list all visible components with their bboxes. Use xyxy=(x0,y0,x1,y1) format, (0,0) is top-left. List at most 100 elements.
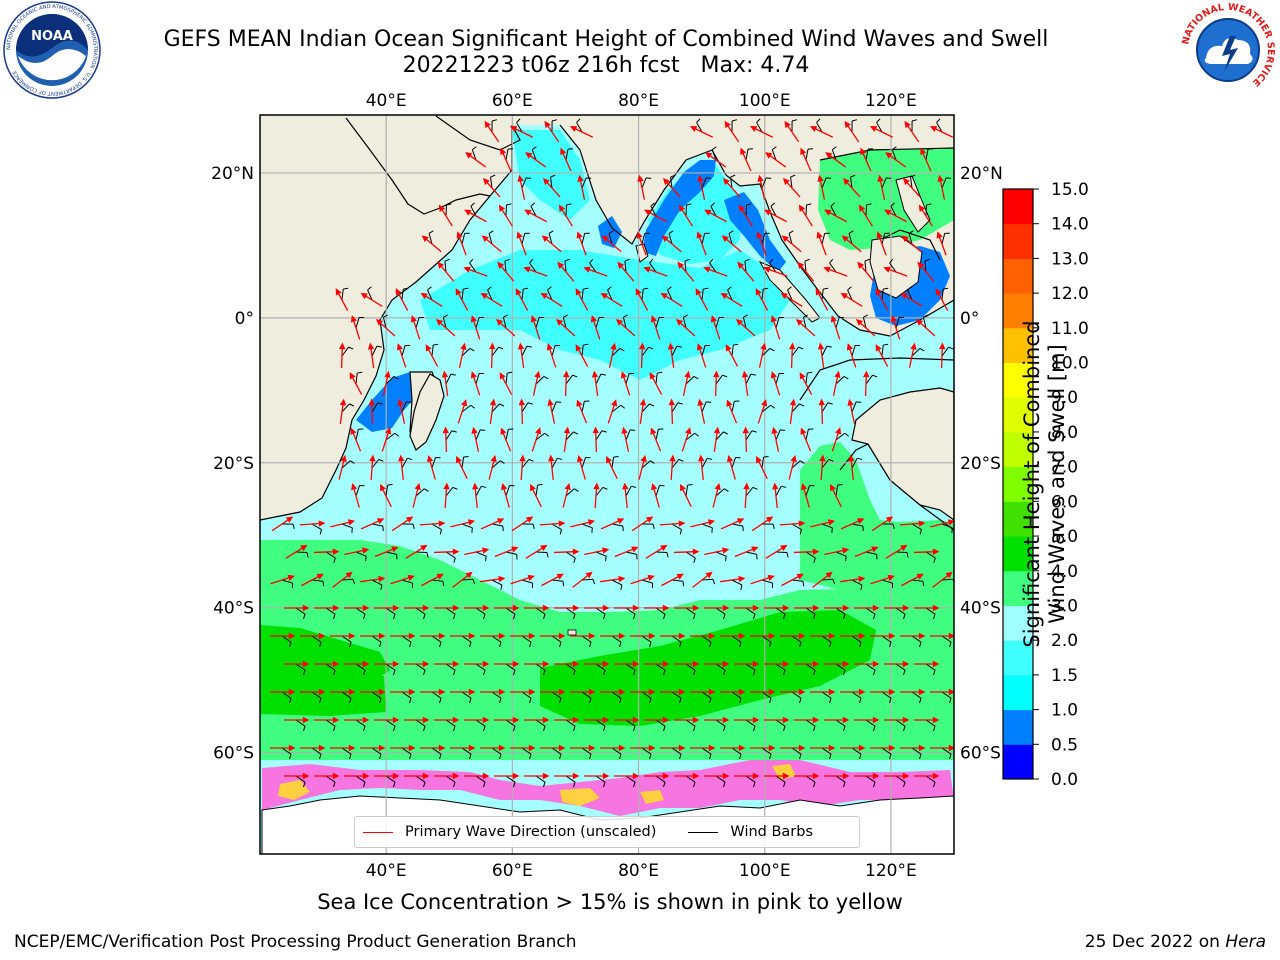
wind-barb xyxy=(671,523,682,530)
wind-barb xyxy=(667,289,673,301)
wind-barb xyxy=(355,775,366,783)
wind-barb-flag xyxy=(562,581,565,587)
wind-barb-flag xyxy=(393,375,399,380)
wave-arrow-head xyxy=(360,292,368,300)
wind-barb xyxy=(895,607,906,615)
lat-tick-label-left: 40°S xyxy=(213,599,254,619)
wave-arrow-head xyxy=(500,147,507,156)
wind-barb-flag xyxy=(433,343,439,346)
wave-arrow-head xyxy=(789,342,796,350)
wind-barb-flag xyxy=(883,287,889,290)
wind-barb xyxy=(715,488,725,497)
legend-wave-line xyxy=(363,831,393,833)
wind-barb-flag xyxy=(863,314,869,318)
wind-barb-flag xyxy=(592,579,596,585)
wind-barb-flag xyxy=(468,698,472,704)
wave-arrow-head xyxy=(757,174,764,182)
wind-barb xyxy=(805,607,816,615)
wave-arrow-head xyxy=(667,342,675,350)
wave-arrow-head xyxy=(756,231,763,239)
wave-arrow-head xyxy=(662,177,670,186)
wind-barb-flag xyxy=(812,614,816,620)
wave-arrow-head xyxy=(863,370,870,378)
wave-arrow-head xyxy=(795,318,804,326)
wave-arrow-head xyxy=(929,126,938,132)
wind-barb-flag xyxy=(498,754,502,760)
wind-barb-flag xyxy=(376,345,382,348)
wind-barb xyxy=(821,747,832,755)
wave-arrow-head xyxy=(660,544,668,552)
wave-arrow-head xyxy=(743,482,750,490)
wave-arrow-head xyxy=(618,632,626,640)
wind-barb-flag xyxy=(288,698,292,704)
lat-ticks-left: 20°N 0° 20°S 40°S 60°S xyxy=(211,164,254,764)
colorbar-segment xyxy=(1003,397,1033,433)
wave-arrow-head xyxy=(902,177,910,186)
wave-arrow-head xyxy=(828,688,836,696)
wind-barb-flag xyxy=(830,202,835,207)
wind-barb-flag xyxy=(332,670,336,676)
wind-barb xyxy=(895,775,906,783)
wave-arrow-head xyxy=(917,261,925,269)
wind-barb xyxy=(881,233,886,245)
wave-arrow-head xyxy=(362,547,370,554)
wind-barb xyxy=(428,233,433,245)
wave-arrow-head xyxy=(650,315,657,323)
lat-tick-label-right: 40°S xyxy=(960,599,1001,619)
southern-ocean-dark-green-central xyxy=(540,610,876,726)
wave-arrow-head xyxy=(378,744,386,752)
wave-arrow-head xyxy=(798,632,806,640)
lon-tick-label-top: 60°E xyxy=(492,91,533,111)
wind-barb xyxy=(641,346,649,357)
wave-arrow-head xyxy=(722,604,730,612)
wind-barb xyxy=(311,523,322,530)
wave-arrow-head xyxy=(846,343,853,351)
wave-arrow-head xyxy=(362,660,370,668)
wind-barb xyxy=(444,261,447,273)
wind-barb xyxy=(385,432,396,441)
wind-barb-flag xyxy=(806,203,812,206)
wave-arrow-head xyxy=(438,520,446,527)
wind-barb xyxy=(611,635,622,643)
wind-barb xyxy=(761,579,773,584)
wind-barb xyxy=(469,262,477,273)
wind-barb-flag xyxy=(468,642,472,648)
wave-arrow-head xyxy=(615,318,624,326)
wave-arrow-head xyxy=(593,482,600,490)
wind-barb-flag xyxy=(394,432,400,437)
wind-barb-flag xyxy=(889,258,894,264)
wind-barb xyxy=(895,719,906,727)
wind-barb-flag xyxy=(362,614,366,620)
wind-barb xyxy=(770,206,777,217)
wave-arrow-head xyxy=(685,427,692,435)
wind-barb-flag xyxy=(708,642,712,648)
wind-barb xyxy=(701,458,708,469)
lon-tick-label-top: 100°E xyxy=(739,91,791,111)
wave-arrow-head xyxy=(470,315,477,323)
wind-barb xyxy=(445,607,456,615)
wave-arrow-head xyxy=(782,177,790,186)
wave-arrow-head xyxy=(617,261,625,269)
wind-barb-flag xyxy=(782,726,786,732)
wind-barb xyxy=(701,578,714,581)
wind-barb-flag xyxy=(378,458,384,462)
wind-barb xyxy=(865,607,876,615)
wave-arrow-head xyxy=(410,315,417,323)
wind-barb-flag xyxy=(542,670,546,676)
wave-arrow-head xyxy=(900,292,908,300)
wind-barb xyxy=(655,719,666,727)
wind-barb xyxy=(941,691,952,699)
wind-barb-flag xyxy=(332,726,336,732)
wind-barb-flag xyxy=(769,258,774,264)
wind-barb-flag xyxy=(708,698,712,704)
colorbar-tick-label: 12.0 xyxy=(1051,284,1089,304)
wave-arrow-head xyxy=(915,318,924,326)
wind-barb xyxy=(461,691,472,699)
wave-arrow-head xyxy=(438,744,446,752)
wind-barb-flag xyxy=(766,177,772,179)
wave-arrow-head xyxy=(768,688,776,696)
wave-arrow-head xyxy=(796,573,804,580)
wave-arrow-head xyxy=(705,152,713,159)
wave-arrow-head xyxy=(890,315,897,323)
wave-arrow-head xyxy=(918,744,926,752)
